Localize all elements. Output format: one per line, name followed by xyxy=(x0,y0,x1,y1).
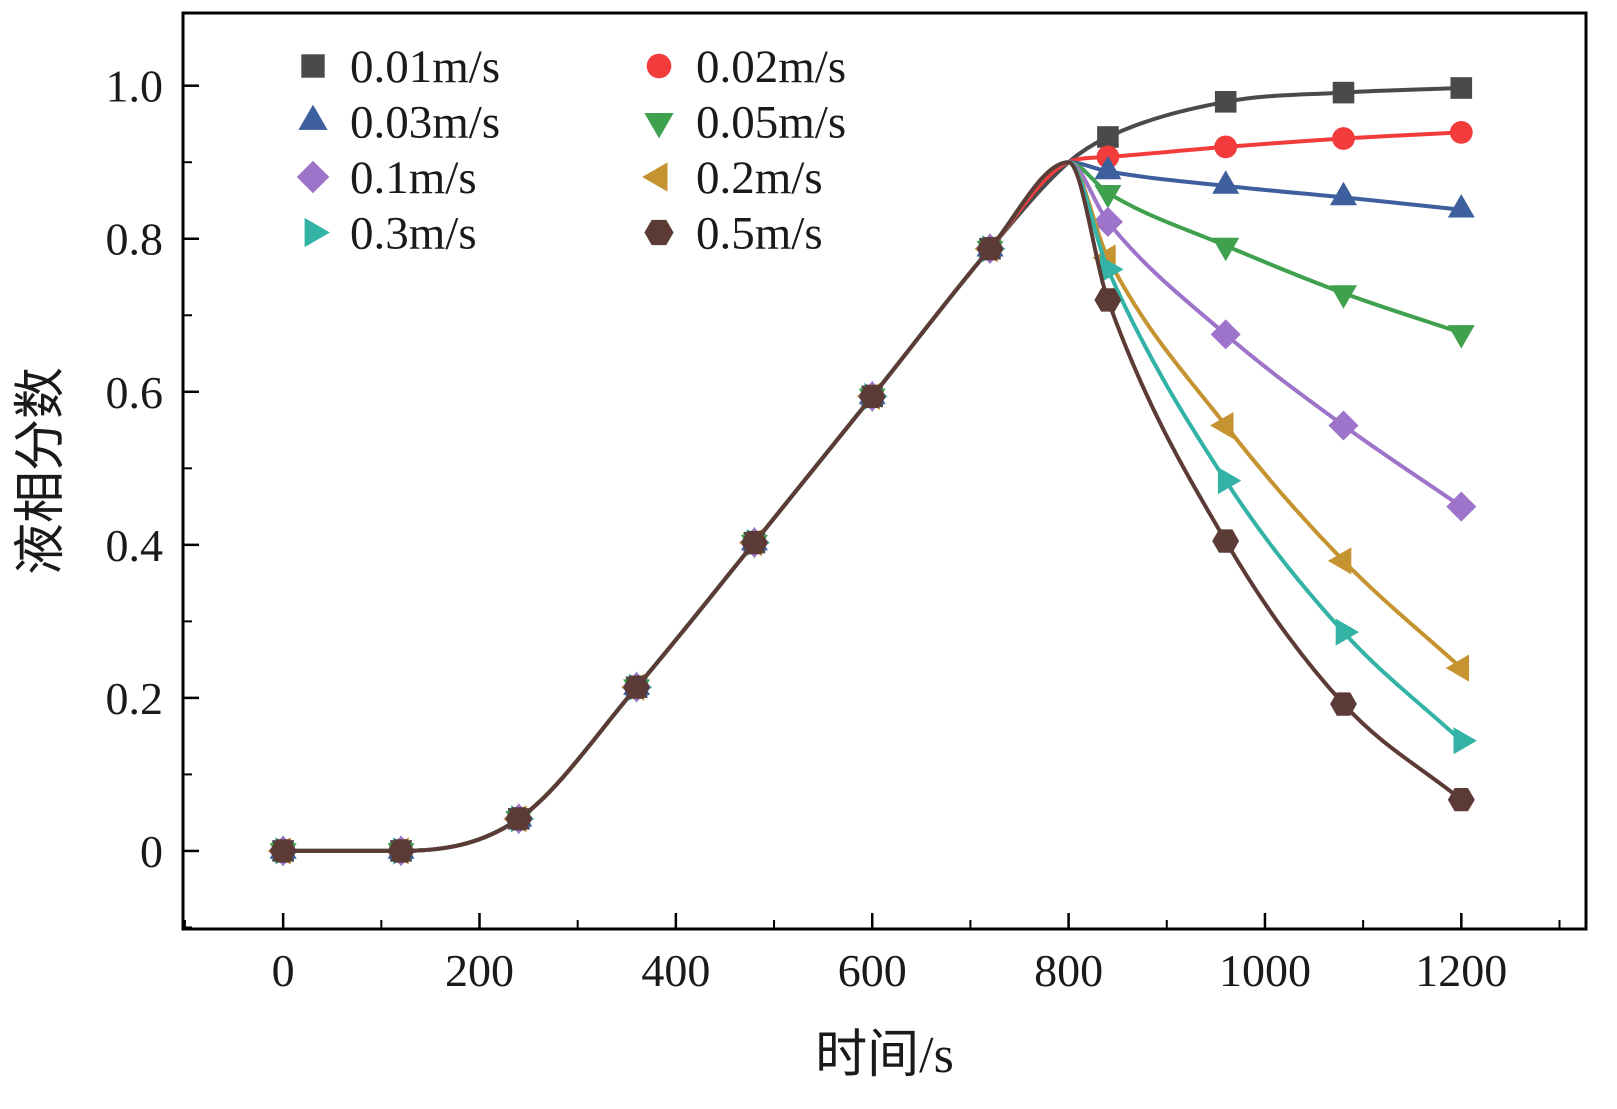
y-tick-label: 0.8 xyxy=(106,214,164,265)
legend-marker-triangle-up xyxy=(298,104,328,130)
series-marker-0.03m/s xyxy=(1094,155,1122,180)
legend-item-0.2m/s: 0.2m/s xyxy=(696,152,823,204)
legend-item-0.05m/s: 0.05m/s xyxy=(696,97,846,149)
series-marker-0.01m/s xyxy=(1214,91,1237,113)
x-tick-label: 800 xyxy=(1034,945,1103,996)
series-marker-0.01m/s xyxy=(1097,126,1119,148)
series-marker-0.03m/s xyxy=(1330,181,1357,206)
x-tick-label: 200 xyxy=(445,945,514,996)
series-marker-0.05m/s xyxy=(1212,237,1240,262)
series-marker-0.3m/s xyxy=(1217,467,1242,495)
series-marker-0.01m/s xyxy=(1332,81,1355,104)
series-marker-0.5m/s xyxy=(741,530,768,555)
x-tick-label: 400 xyxy=(641,945,710,996)
series-marker-0.3m/s xyxy=(1335,618,1360,646)
legend-marker-diamond xyxy=(296,160,330,194)
y-tick-label: 1.0 xyxy=(106,61,164,112)
series-marker-0.5m/s xyxy=(1447,788,1475,812)
series-marker-0.05m/s xyxy=(1330,285,1357,309)
series-marker-0.3m/s xyxy=(1100,255,1124,283)
series-marker-0.05m/s xyxy=(1094,185,1122,209)
series-marker-0.2m/s xyxy=(1445,654,1470,682)
legend-marker-triangle-right xyxy=(304,217,330,248)
series-marker-0.5m/s xyxy=(1330,692,1357,716)
series-marker-0.2m/s xyxy=(1327,547,1352,575)
x-tick-label: 0 xyxy=(272,945,295,996)
series-marker-0.5m/s xyxy=(505,807,533,831)
series-marker-0.05m/s xyxy=(1447,325,1475,349)
series-marker-0.5m/s xyxy=(269,839,297,863)
series-marker-0.1m/s xyxy=(1092,206,1123,237)
series-marker-0.3m/s xyxy=(1453,727,1477,755)
series-marker-0.02m/s xyxy=(1332,127,1355,150)
legend-label: 0.1m/s xyxy=(350,152,477,204)
series-marker-0.5m/s xyxy=(387,839,415,863)
legend-label: 0.2m/s xyxy=(696,152,823,204)
legend-marker-hexagon xyxy=(644,219,674,246)
series-marker-0.1m/s xyxy=(1328,410,1359,441)
x-tick-label: 600 xyxy=(838,945,907,996)
legend-item-0.5m/s: 0.5m/s xyxy=(696,208,823,260)
legend-label: 0.01m/s xyxy=(350,41,500,93)
legend-label: 0.05m/s xyxy=(696,97,846,149)
y-axis-label: 液相分数 xyxy=(13,367,70,575)
series-marker-0.02m/s xyxy=(1214,135,1238,159)
series-marker-0.03m/s xyxy=(1212,170,1240,194)
x-tick-label: 1000 xyxy=(1219,945,1311,996)
series-marker-0.5m/s xyxy=(1212,529,1240,553)
legend-marker-square xyxy=(301,54,325,78)
legend-marker-triangle-left xyxy=(642,162,668,192)
series-marker-0.02m/s xyxy=(1449,120,1473,144)
series-marker-0.5m/s xyxy=(623,675,650,699)
legend-label: 0.5m/s xyxy=(696,208,823,260)
series-marker-0.1m/s xyxy=(1210,319,1241,350)
legend-item-0.1m/s: 0.1m/s xyxy=(350,152,477,204)
legend-label: 0.03m/s xyxy=(350,97,500,149)
y-tick-label: 0.6 xyxy=(106,367,164,418)
legend-marker-triangle-down xyxy=(644,113,674,139)
y-tick-label: 0.4 xyxy=(106,520,164,571)
legend-label: 0.02m/s xyxy=(696,41,846,93)
series-marker-0.5m/s xyxy=(1094,288,1122,312)
x-tick-label: 1200 xyxy=(1415,945,1507,996)
series-marker-0.03m/s xyxy=(1447,194,1475,218)
legend-label: 0.3m/s xyxy=(350,208,477,260)
legend: 0.01m/s 0.02m/s 0.03m/s 0.05m/s 0.1m/s 0.2m/s… xyxy=(350,41,846,260)
series-marker-0.5m/s xyxy=(858,384,886,408)
legend-item-0.01m/s: 0.01m/s xyxy=(350,41,500,93)
legend-item-0.3m/s: 0.3m/s xyxy=(350,208,477,260)
y-tick-label: 0.2 xyxy=(106,673,164,724)
y-tick-label: 0 xyxy=(140,826,163,877)
legend-item-0.02m/s: 0.02m/s xyxy=(696,41,846,93)
x-axis-label: 时间/s xyxy=(815,1027,954,1084)
legend-item-0.03m/s: 0.03m/s xyxy=(350,97,500,149)
series-marker-0.2m/s xyxy=(1210,412,1234,439)
series-marker-0.1m/s xyxy=(1446,491,1477,522)
series-marker-0.5m/s xyxy=(976,237,1004,261)
series-marker-0.01m/s xyxy=(1450,77,1473,99)
plot-frame xyxy=(181,11,1588,931)
legend-marker-circle xyxy=(646,53,672,79)
